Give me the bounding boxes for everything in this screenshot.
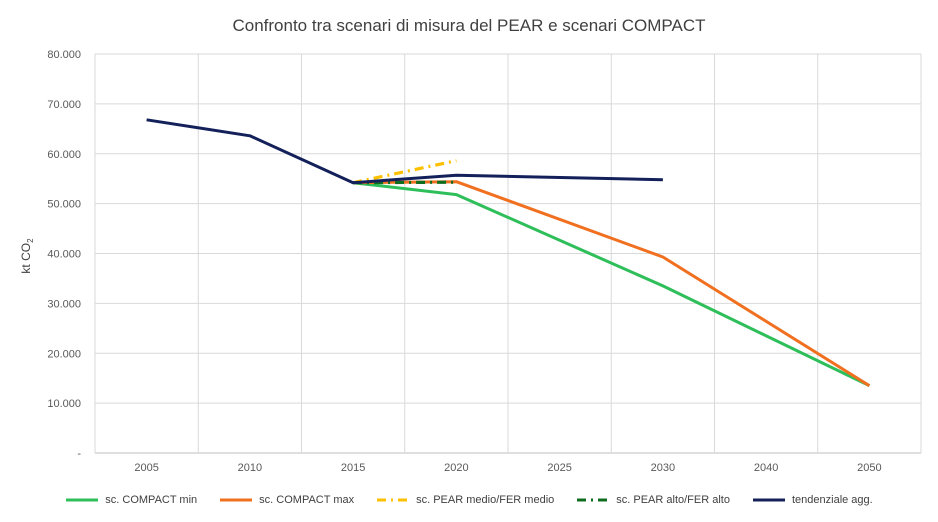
x-tick-label: 2030 [651, 462, 675, 474]
y-axis-label-text: kt CO [19, 243, 33, 274]
x-tick-label: 2010 [238, 462, 262, 474]
legend-item-2: sc. COMPACT max [219, 494, 354, 506]
x-tick-label: 2015 [341, 462, 365, 474]
series-line-5 [146, 118, 663, 185]
series-line-4 [353, 180, 457, 185]
y-tick-label: 10.000 [47, 398, 81, 410]
x-tick-label: 2025 [547, 462, 571, 474]
series-lines [146, 118, 871, 388]
y-tick-label: 20.000 [47, 348, 81, 360]
legend-label: tendenziale agg. [791, 494, 873, 506]
gridlines [94, 53, 922, 454]
legend-label: sc. PEAR medio/FER medio [416, 494, 555, 506]
series-line-1 [352, 181, 871, 388]
y-tick-label: 40.000 [47, 249, 81, 261]
x-tick-label: 2005 [134, 462, 158, 474]
y-tick-label: 60.000 [47, 149, 81, 161]
y-tick-label: 80.000 [47, 49, 81, 61]
y-tick-label: 30.000 [47, 298, 81, 310]
chart-title: Confronto tra scenari di misura del PEAR… [232, 16, 705, 35]
axes: - 10.000 20.000 30.000 40.000 50.000 60.000 70.… [47, 49, 881, 474]
x-tick-label: 2020 [444, 462, 468, 474]
legend-swatch [377, 498, 410, 502]
series-line-2 [353, 180, 871, 387]
y-axis-label: kt CO2 [19, 238, 35, 274]
y-tick-label: 70.000 [47, 99, 81, 111]
legend-swatch [752, 498, 785, 502]
legend-item-1: sc. COMPACT min [65, 494, 197, 506]
legend-label: sc. COMPACT max [259, 494, 355, 506]
legend-label: sc. PEAR alto/FER alto [616, 494, 730, 506]
legend-swatch [220, 498, 253, 502]
x-tick-label: 2040 [754, 462, 778, 474]
y-tick-label: - [77, 448, 81, 460]
legend-label: sc. COMPACT min [105, 494, 198, 506]
y-tick-label: 50.000 [47, 199, 81, 211]
x-tick-label: 2050 [857, 462, 881, 474]
legend-item-3: sc. PEAR medio/FER medio [376, 494, 554, 506]
legend-swatch [577, 498, 610, 502]
series-line-3 [352, 159, 457, 185]
legend-item-5: tendenziale agg. [752, 494, 873, 506]
y-axis-label-subscript: 2 [26, 238, 35, 243]
legend-item-4: sc. PEAR alto/FER alto [576, 494, 730, 506]
legend: sc. COMPACT min sc. COMPACT max sc. PEAR m… [0, 491, 938, 509]
legend-swatch [66, 498, 99, 502]
